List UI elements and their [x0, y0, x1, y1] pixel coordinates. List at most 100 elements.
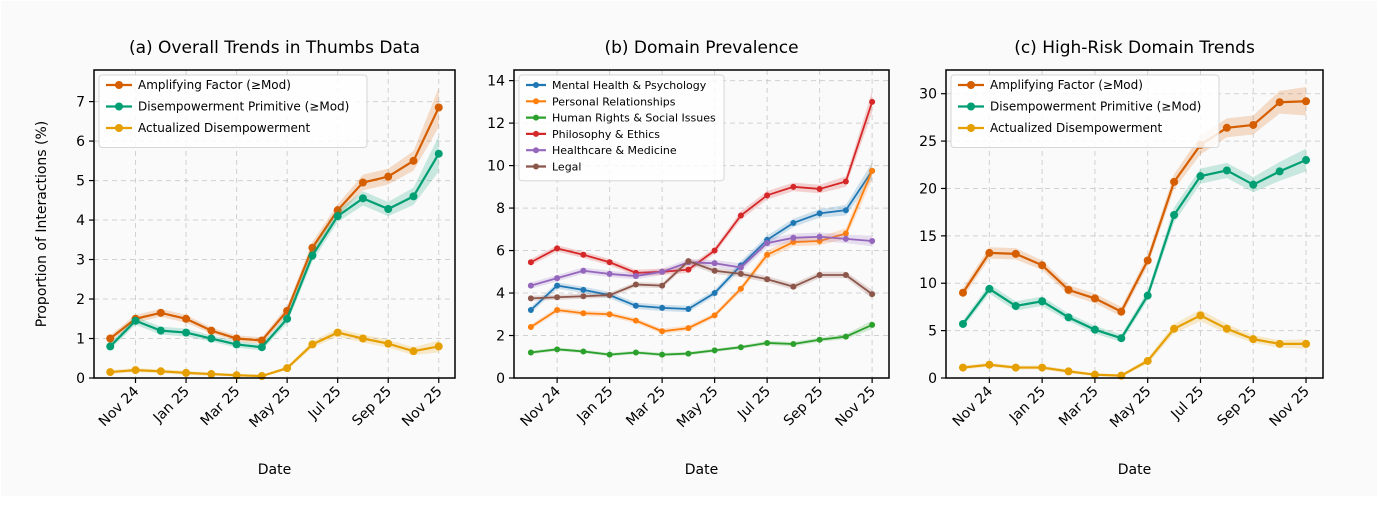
data-point-philosophy-ethics	[816, 185, 823, 192]
y-tick-label: 10	[487, 159, 505, 175]
data-point-disempowerment-primitive-mod	[409, 192, 418, 201]
data-point-mental-health-psychology	[685, 305, 692, 312]
series-line-actualized-disempowerment	[962, 314, 1307, 377]
data-point-amplifying-factor-mod	[1302, 97, 1311, 106]
legend-box	[98, 74, 368, 148]
data-point-actualized-disempowerment	[1170, 324, 1179, 333]
y-tick-label: 0	[496, 371, 505, 387]
data-point-amplifying-factor-mod	[207, 326, 216, 335]
data-point-amplifying-factor-mod	[1249, 120, 1258, 129]
data-point-actualized-disempowerment	[1064, 367, 1073, 376]
data-point-disempowerment-primitive-mod	[182, 328, 191, 337]
data-point-actualized-disempowerment	[308, 340, 317, 349]
data-point-human-rights-social-issues	[842, 333, 849, 340]
data-point-amplifying-factor-mod	[106, 334, 115, 343]
data-point-amplifying-factor-mod	[333, 206, 342, 215]
data-point-actualized-disempowerment	[333, 328, 342, 337]
data-point-disempowerment-primitive-mod	[1170, 210, 1179, 219]
data-point-mental-health-psychology	[816, 210, 823, 217]
data-point-disempowerment-primitive-mod	[985, 284, 994, 293]
data-point-disempowerment-primitive-mod	[1143, 291, 1152, 300]
legend-swatch-marker	[533, 98, 539, 105]
y-tick-label: 2	[76, 292, 85, 308]
data-point-legal	[685, 258, 692, 265]
legend-swatch-marker	[967, 102, 975, 111]
data-point-human-rights-social-issues	[711, 347, 718, 354]
y-tick-label: 2	[496, 329, 505, 345]
chart-panel-1: (a) Overall Trends in Thumbs Data 0 1 2 3 4 5 6…	[34, 38, 456, 478]
data-point-actualized-disempowerment	[985, 360, 994, 369]
data-point-healthcare-medicine	[554, 275, 561, 282]
data-point-actualized-disempowerment	[958, 363, 967, 372]
y-tick-label: 5	[76, 174, 85, 190]
legend-swatch-marker	[967, 81, 975, 89]
data-point-actualized-disempowerment	[1275, 339, 1284, 348]
data-point-human-rights-social-issues	[527, 349, 534, 356]
data-point-disempowerment-primitive-mod	[434, 149, 443, 158]
data-point-actualized-disempowerment	[1249, 335, 1258, 344]
series-line-amplifying-factor-mod	[962, 100, 1307, 314]
legend-swatch-marker	[115, 102, 123, 111]
data-point-mental-health-psychology	[554, 282, 561, 289]
legend-label: Mental Health & Psychology	[552, 79, 707, 92]
data-point-actualized-disempowerment	[358, 334, 367, 343]
legend-swatch-marker	[533, 82, 539, 88]
legend-label: Healthcare & Medicine	[552, 144, 677, 157]
data-point-human-rights-social-issues	[869, 321, 876, 328]
data-point-mental-health-psychology	[527, 307, 534, 314]
data-point-actualized-disempowerment	[1302, 339, 1311, 348]
plot-frame	[513, 69, 890, 379]
data-point-amplifying-factor-mod	[1090, 294, 1099, 303]
data-point-actualized-disempowerment	[283, 364, 292, 373]
series-line-actualized-disempowerment	[110, 331, 439, 378]
data-point-legal	[659, 282, 666, 289]
data-point-personal-relationships	[632, 317, 639, 324]
data-point-amplifying-factor-mod	[409, 156, 418, 165]
data-point-human-rights-social-issues	[606, 351, 613, 358]
data-point-personal-relationships	[580, 310, 587, 317]
data-point-amplifying-factor-mod	[1143, 256, 1152, 265]
data-point-personal-relationships	[764, 251, 771, 258]
data-point-mental-health-psychology	[580, 286, 587, 293]
data-point-healthcare-medicine	[527, 282, 534, 289]
legend-swatch-marker	[967, 124, 975, 132]
data-point-amplifying-factor-mod	[384, 172, 393, 181]
data-point-personal-relationships	[869, 167, 876, 174]
data-point-actualized-disempowerment	[106, 368, 115, 377]
data-point-legal	[527, 295, 534, 302]
y-tick-label: 8	[496, 201, 505, 217]
data-point-human-rights-social-issues	[764, 339, 771, 346]
data-point-amplifying-factor-mod	[1011, 249, 1020, 258]
data-point-actualized-disempowerment	[1143, 356, 1152, 365]
x-axis-label: Date	[685, 462, 718, 478]
data-point-legal	[554, 294, 561, 301]
data-point-disempowerment-primitive-mod	[1090, 325, 1099, 334]
data-point-personal-relationships	[554, 307, 561, 314]
legend-box	[518, 74, 725, 182]
data-point-legal	[737, 270, 744, 277]
data-point-amplifying-factor-mod	[358, 178, 367, 187]
data-point-amplifying-factor-mod	[182, 314, 191, 323]
data-point-philosophy-ethics	[580, 251, 587, 258]
data-point-mental-health-psychology	[842, 207, 849, 214]
legend-swatch-marker	[533, 163, 539, 170]
y-tick-label: 7	[76, 95, 85, 111]
data-point-philosophy-ethics	[711, 247, 718, 254]
confidence-band-philosophy-ethics	[530, 91, 873, 277]
x-axis-label: Date	[1118, 462, 1151, 478]
data-point-human-rights-social-issues	[816, 336, 823, 343]
data-point-actualized-disempowerment	[1090, 370, 1099, 379]
data-point-personal-relationships	[527, 324, 534, 331]
data-point-healthcare-medicine	[659, 268, 666, 275]
data-point-disempowerment-primitive-mod	[257, 343, 266, 352]
y-tick-label: 4	[496, 286, 505, 302]
data-point-healthcare-medicine	[737, 264, 744, 271]
series-line-human-rights-social-issues	[530, 324, 873, 356]
y-tick-label: 0	[928, 371, 937, 387]
plot-frame	[945, 69, 1324, 379]
series-line-healthcare-medicine	[530, 235, 873, 287]
data-point-amplifying-factor-mod	[1275, 98, 1284, 107]
y-tick-label: 0	[76, 371, 85, 387]
data-point-amplifying-factor-mod	[1117, 307, 1126, 316]
data-point-disempowerment-primitive-mod	[308, 251, 317, 260]
